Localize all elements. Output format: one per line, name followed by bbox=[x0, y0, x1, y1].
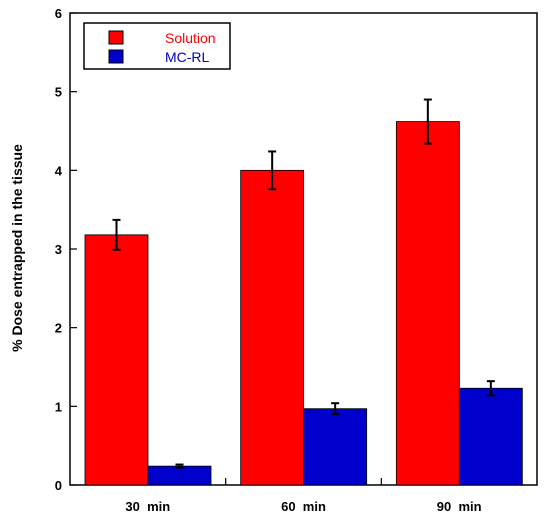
error-bar bbox=[423, 98, 432, 145]
y-axis: 0 1 2 3 4 5 6 bbox=[55, 6, 77, 493]
bar-solution-1 bbox=[240, 169, 305, 486]
error-bar bbox=[175, 463, 184, 469]
legend-swatch-mcrl bbox=[108, 49, 124, 64]
y-tick-label: 0 bbox=[55, 478, 62, 493]
error-bar bbox=[112, 218, 121, 251]
x-axis: 30 min 60 min 90 min bbox=[125, 478, 482, 514]
error-bars-group bbox=[112, 98, 495, 469]
legend-label-mcrl: MC-RL bbox=[165, 49, 210, 65]
error-bar bbox=[486, 380, 495, 397]
x-category-label: 90 min bbox=[437, 499, 482, 514]
x-category-label: 60 min bbox=[281, 499, 326, 514]
bar-solution-2 bbox=[395, 121, 460, 486]
y-tick-label: 2 bbox=[55, 321, 62, 336]
y-tick-label: 4 bbox=[55, 163, 63, 178]
legend-label-solution: Solution bbox=[165, 30, 216, 46]
legend: Solution MC-RL bbox=[83, 22, 231, 70]
y-tick-label: 3 bbox=[55, 242, 62, 257]
legend-swatch-solution bbox=[108, 30, 124, 45]
bars-group bbox=[84, 121, 523, 486]
y-axis-label: % Dose entrapped in the tissue bbox=[9, 144, 25, 352]
bar-mc-rl-0 bbox=[147, 465, 212, 486]
y-tick-label: 1 bbox=[55, 399, 62, 414]
error-bar bbox=[331, 402, 340, 416]
y-tick-label: 6 bbox=[55, 6, 62, 21]
legend-box bbox=[83, 22, 231, 70]
y-tick-label: 5 bbox=[55, 85, 62, 100]
bar-solution-0 bbox=[84, 234, 149, 486]
x-category-label: 30 min bbox=[125, 499, 170, 514]
bar-mc-rl-2 bbox=[458, 387, 523, 486]
bar-mc-rl-1 bbox=[303, 408, 368, 486]
error-bar bbox=[268, 150, 277, 191]
